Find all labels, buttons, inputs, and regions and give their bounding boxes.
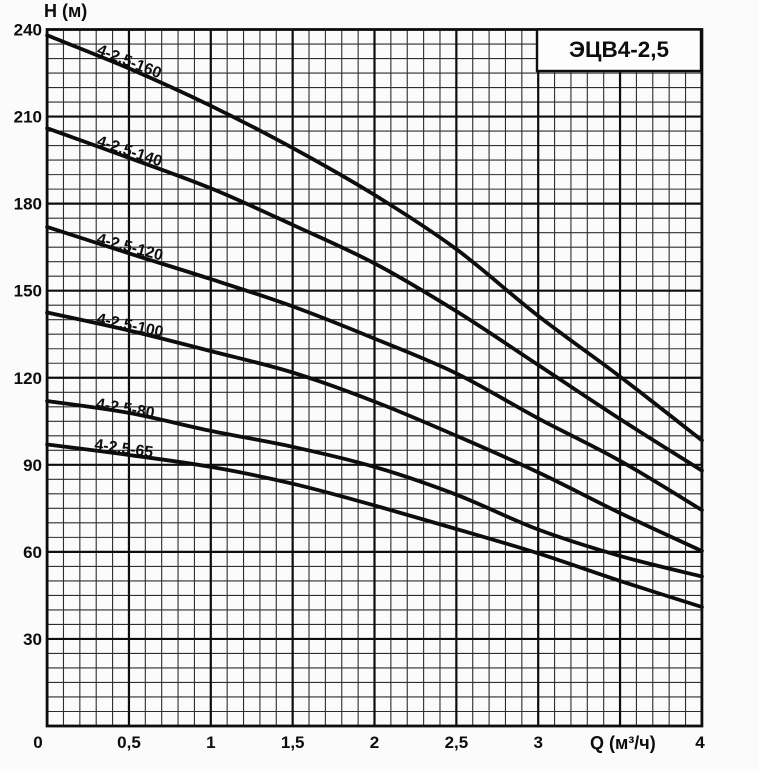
svg-text:1: 1 (206, 733, 215, 752)
svg-text:120: 120 (14, 369, 42, 388)
svg-text:1,5: 1,5 (281, 733, 305, 752)
svg-text:Q (м³/ч): Q (м³/ч) (590, 733, 656, 753)
svg-text:2,5: 2,5 (445, 733, 469, 752)
svg-text:30: 30 (23, 630, 42, 649)
svg-text:210: 210 (14, 108, 42, 127)
svg-text:0,5: 0,5 (117, 733, 141, 752)
svg-text:180: 180 (14, 195, 42, 214)
svg-text:60: 60 (23, 543, 42, 562)
svg-text:150: 150 (14, 282, 42, 301)
svg-text:2: 2 (370, 733, 379, 752)
svg-text:0: 0 (33, 733, 42, 752)
svg-text:H (м): H (м) (44, 1, 87, 21)
svg-text:240: 240 (14, 21, 42, 40)
svg-text:90: 90 (23, 456, 42, 475)
svg-text:ЭЦВ4-2,5: ЭЦВ4-2,5 (569, 37, 669, 62)
svg-text:3: 3 (533, 733, 542, 752)
svg-text:4: 4 (695, 733, 705, 752)
